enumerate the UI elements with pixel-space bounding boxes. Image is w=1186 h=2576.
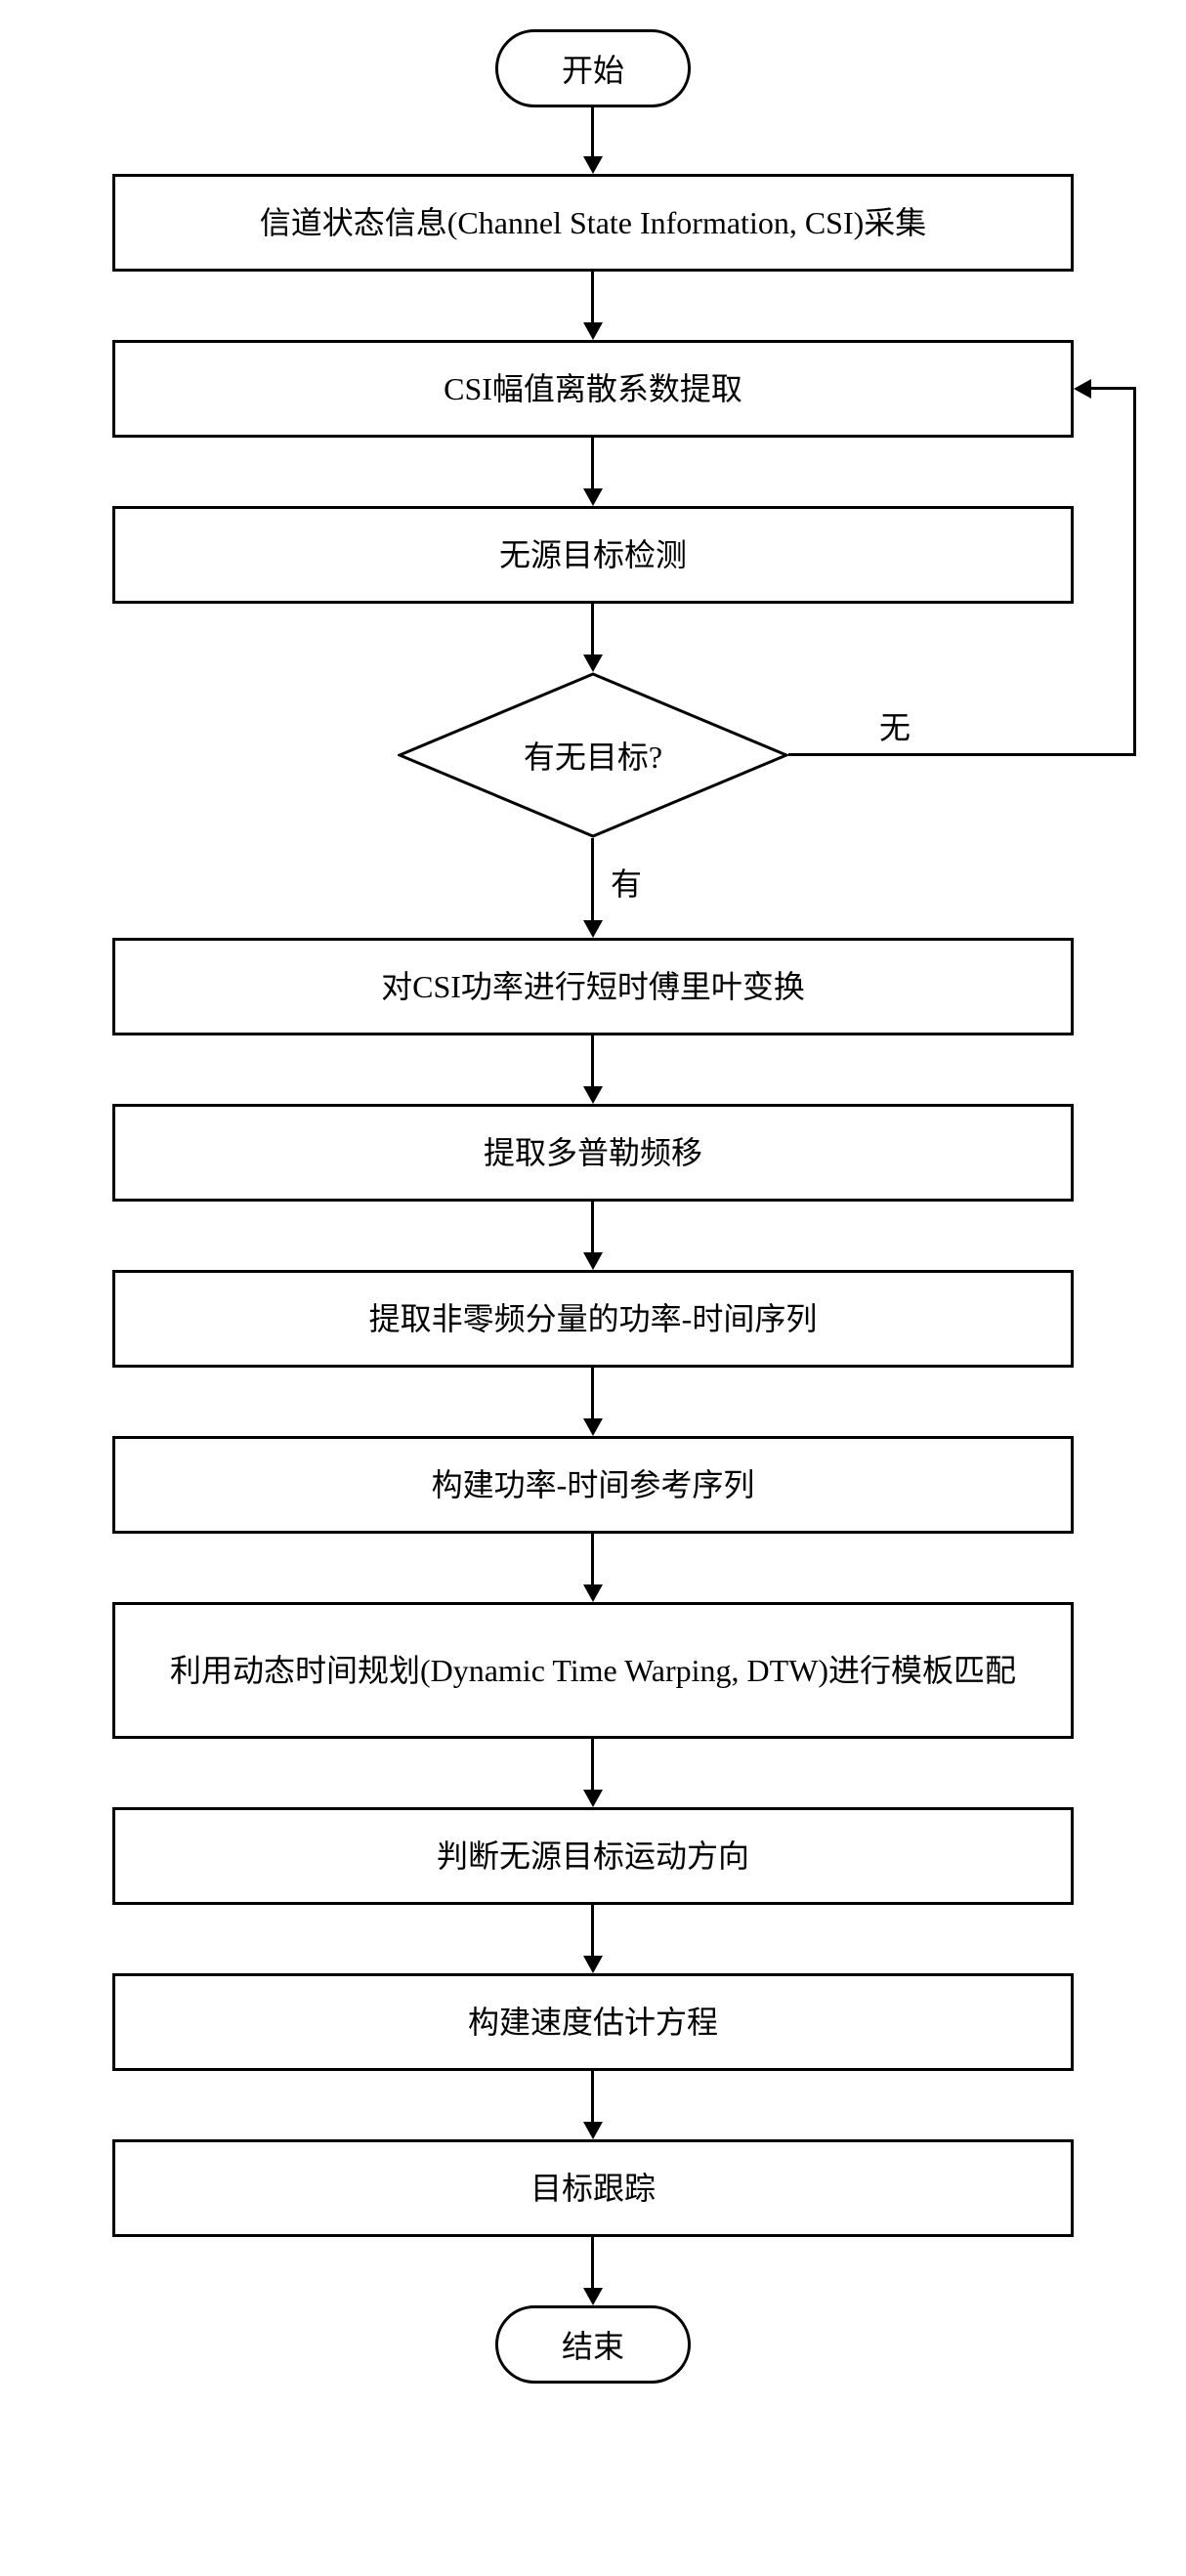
edge [591, 1202, 594, 1252]
node-end-label: 结束 [562, 2322, 624, 2367]
arrowhead [583, 2122, 603, 2139]
arrowhead [583, 1956, 603, 1973]
arrowhead [583, 1790, 603, 1807]
node-label: 提取非零频分量的功率-时间序列 [369, 1295, 818, 1342]
node-end: 结束 [495, 2305, 691, 2384]
node-passive-detection: 无源目标检测 [112, 506, 1074, 604]
node-label: 对CSI功率进行短时傅里叶变换 [381, 963, 805, 1010]
node-label: 信道状态信息(Channel State Information, CSI)采集 [260, 199, 927, 246]
arrowhead [583, 1418, 603, 1436]
edge [591, 1534, 594, 1584]
edge [591, 1368, 594, 1418]
node-reference-seq: 构建功率-时间参考序列 [112, 1436, 1074, 1534]
arrowhead [583, 322, 603, 340]
node-tracking: 目标跟踪 [112, 2139, 1074, 2237]
arrowhead [583, 2288, 603, 2305]
node-direction: 判断无源目标运动方向 [112, 1807, 1074, 1905]
arrowhead [583, 1252, 603, 1270]
flowchart-container: 开始 信道状态信息(Channel State Information, CSI… [20, 20, 1166, 2556]
edge [591, 2071, 594, 2122]
node-label: 目标跟踪 [530, 2165, 656, 2212]
node-label: 提取多普勒频移 [484, 1129, 702, 1176]
node-velocity: 构建速度估计方程 [112, 1973, 1074, 2071]
node-label: 利用动态时间规划(Dynamic Time Warping, DTW)进行模板匹… [170, 1647, 1016, 1694]
arrowhead [583, 920, 603, 938]
edge [591, 604, 594, 655]
node-label: 构建速度估计方程 [468, 1999, 718, 2046]
arrowhead [1074, 379, 1091, 399]
edge [591, 838, 594, 920]
arrowhead [583, 1584, 603, 1602]
node-label: 判断无源目标运动方向 [437, 1833, 749, 1879]
node-dtw: 利用动态时间规划(Dynamic Time Warping, DTW)进行模板匹… [112, 1602, 1074, 1739]
node-start-label: 开始 [562, 46, 624, 91]
node-csi-collection: 信道状态信息(Channel State Information, CSI)采集 [112, 174, 1074, 272]
arrowhead [583, 488, 603, 506]
edge [591, 2237, 594, 2288]
node-label: CSI幅值离散系数提取 [444, 365, 742, 412]
edge [591, 107, 594, 156]
edge [591, 1905, 594, 1956]
arrowhead [583, 1086, 603, 1104]
edge-feedback [1091, 387, 1136, 390]
edge-feedback [788, 753, 1136, 756]
edge [591, 1035, 594, 1086]
node-csi-amplitude: CSI幅值离散系数提取 [112, 340, 1074, 438]
arrowhead [583, 156, 603, 174]
node-decision-target: 有无目标? [398, 672, 788, 838]
decision-yes-label: 有 [611, 860, 642, 905]
node-power-time-seq: 提取非零频分量的功率-时间序列 [112, 1270, 1074, 1368]
node-label: 无源目标检测 [499, 531, 687, 578]
edge [591, 1739, 594, 1790]
node-start: 开始 [495, 29, 691, 107]
edge [591, 272, 594, 322]
node-label: 构建功率-时间参考序列 [432, 1461, 755, 1508]
edge-feedback [1133, 387, 1136, 756]
arrowhead [583, 655, 603, 672]
node-stft: 对CSI功率进行短时傅里叶变换 [112, 938, 1074, 1035]
node-doppler: 提取多普勒频移 [112, 1104, 1074, 1202]
decision-label: 有无目标? [524, 733, 662, 778]
edge [591, 438, 594, 488]
decision-no-label: 无 [879, 703, 911, 748]
